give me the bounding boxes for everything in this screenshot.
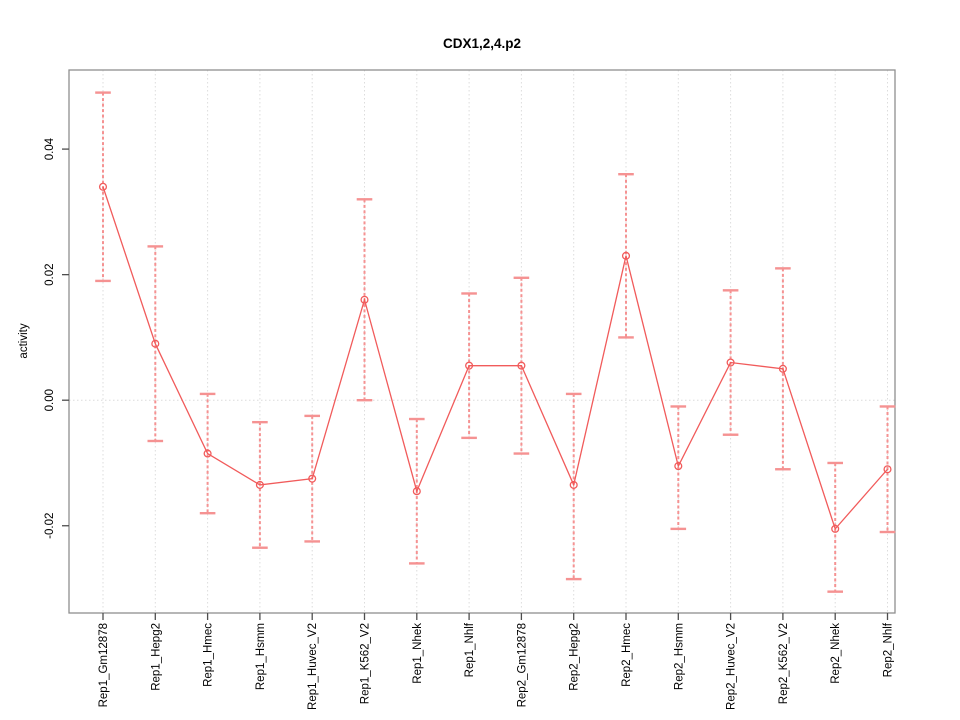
data-point bbox=[831, 524, 840, 533]
data-point bbox=[98, 182, 108, 191]
category-label: Rep1_Hmec bbox=[203, 623, 215, 687]
data-point bbox=[465, 361, 474, 370]
y-tick-label: 0.02 bbox=[44, 263, 56, 285]
category-label: Rep1_Nhlf bbox=[464, 622, 476, 677]
plot-area: 0.04 0.02 0.00 -0.02 Rep1_Gm12878 Rep1_Hepg2 R… bbox=[44, 69, 896, 710]
category-label: Rep2_Hsmm bbox=[673, 623, 685, 690]
category-label: Rep1_Hepg2 bbox=[150, 623, 162, 691]
category-label: Rep2_Nhek bbox=[830, 623, 842, 684]
category-label: Rep2_Nhlf bbox=[883, 622, 895, 677]
data-point bbox=[621, 251, 631, 260]
data-point bbox=[203, 449, 212, 458]
category-label: Rep1_Gm12878 bbox=[98, 623, 110, 707]
y-tick-label: 0.04 bbox=[44, 137, 56, 160]
data-point bbox=[726, 358, 735, 367]
category-label: Rep2_Hmec bbox=[621, 623, 633, 687]
category-label: Rep1_Nhek bbox=[412, 623, 424, 684]
data-point bbox=[778, 364, 787, 373]
data-point bbox=[569, 480, 578, 489]
category-label: Rep2_Hepg2 bbox=[569, 623, 581, 691]
data-point bbox=[412, 487, 421, 496]
y-tick-label: -0.02 bbox=[44, 513, 56, 539]
series-line bbox=[102, 186, 888, 531]
category-label: Rep2_Huvec_V2 bbox=[726, 623, 738, 710]
data-point bbox=[883, 465, 892, 474]
chart-title: CDX1,2,4.p2 bbox=[443, 36, 521, 51]
data-point bbox=[674, 462, 683, 471]
data-point bbox=[517, 361, 526, 370]
data-point bbox=[151, 339, 160, 348]
data-point bbox=[360, 295, 369, 304]
category-label: Rep2_Gm12878 bbox=[516, 623, 528, 707]
category-label: Rep1_K562_V2 bbox=[360, 623, 372, 704]
y-axis-label: activity bbox=[18, 323, 30, 358]
category-label: Rep2_K562_V2 bbox=[778, 623, 790, 704]
data-point bbox=[308, 474, 317, 483]
plot-border bbox=[68, 69, 896, 614]
data-point bbox=[255, 480, 264, 489]
y-tick-label: 0.00 bbox=[44, 389, 56, 411]
category-label: Rep1_Hsmm bbox=[255, 623, 267, 690]
category-label: Rep1_Huvec_V2 bbox=[307, 623, 319, 710]
